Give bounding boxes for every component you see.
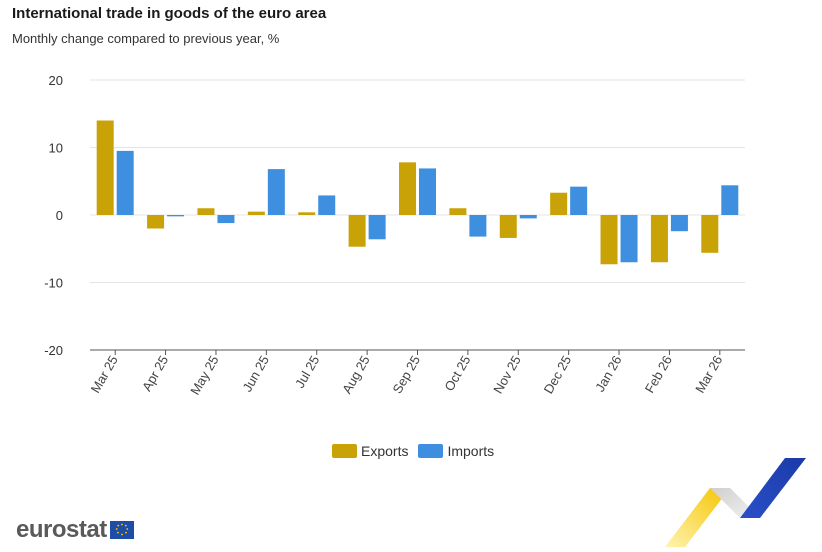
x-tick-label: Dec 25 — [541, 353, 575, 396]
legend-swatch-exports — [332, 444, 357, 458]
bar-imports[interactable] — [469, 215, 487, 237]
x-tick-label: Jan 26 — [592, 353, 625, 394]
bar-exports[interactable] — [399, 162, 416, 215]
legend-item-exports[interactable]: Exports — [332, 443, 408, 459]
bar-exports[interactable] — [650, 215, 668, 263]
bar-exports[interactable] — [348, 215, 366, 247]
bar-exports[interactable] — [449, 208, 467, 215]
x-tick-label: May 25 — [187, 353, 221, 397]
y-tick-label: 10 — [49, 141, 63, 156]
bar-exports[interactable] — [197, 208, 215, 215]
logo-text: eurostat — [16, 516, 107, 543]
bar-exports[interactable] — [499, 215, 517, 238]
bar-exports[interactable] — [247, 211, 265, 215]
legend-swatch-imports — [418, 444, 444, 458]
legend-label-imports: Imports — [447, 443, 495, 459]
chart-subtitle: Monthly change compared to previous year… — [12, 31, 280, 46]
bar-imports[interactable] — [167, 215, 185, 217]
legend-item-imports[interactable]: Imports — [418, 443, 494, 459]
bar-imports[interactable] — [519, 215, 537, 219]
bar-imports[interactable] — [368, 215, 386, 240]
bar-imports[interactable] — [318, 195, 336, 215]
eu-flag-icon — [109, 521, 134, 539]
x-tick-label: Oct 25 — [441, 353, 473, 394]
bar-exports[interactable] — [96, 120, 114, 216]
x-tick-label: Apr 25 — [139, 353, 171, 394]
bar-exports[interactable] — [600, 215, 618, 265]
x-tick-label: Jul 25 — [292, 353, 322, 391]
bar-exports[interactable] — [550, 192, 568, 215]
bar-imports[interactable] — [267, 169, 285, 215]
eurostat-logo: eurostat — [16, 516, 134, 544]
x-tick-label: Sep 25 — [390, 353, 424, 396]
bar-imports[interactable] — [116, 150, 134, 215]
x-tick-label: Feb 26 — [642, 353, 675, 396]
y-tick-label: -20 — [44, 343, 63, 358]
legend-label-exports: Exports — [361, 443, 409, 459]
chart-title: International trade in goods of the euro… — [12, 5, 327, 22]
bar-imports[interactable] — [670, 215, 688, 232]
bar-imports[interactable] — [620, 215, 638, 263]
bar-imports[interactable] — [721, 185, 739, 215]
x-tick-label: Jun 25 — [239, 353, 272, 394]
bar-imports[interactable] — [570, 186, 588, 215]
bar-exports[interactable] — [701, 215, 719, 253]
y-tick-label: -10 — [44, 276, 63, 291]
bar-exports[interactable] — [298, 212, 316, 215]
bar-imports[interactable] — [217, 215, 235, 224]
y-tick-label: 20 — [49, 73, 63, 88]
x-tick-label: Nov 25 — [490, 353, 524, 396]
y-tick-label: 0 — [56, 208, 63, 223]
x-tick-label: Aug 25 — [339, 353, 373, 396]
x-tick-label: Mar 25 — [88, 353, 121, 396]
chart-legend: Exports Imports — [332, 443, 494, 459]
x-tick-label: Mar 26 — [692, 353, 725, 396]
bar-exports[interactable] — [147, 215, 165, 229]
bar-imports[interactable] — [419, 168, 436, 215]
eurostat-chevron-icon — [665, 458, 806, 547]
